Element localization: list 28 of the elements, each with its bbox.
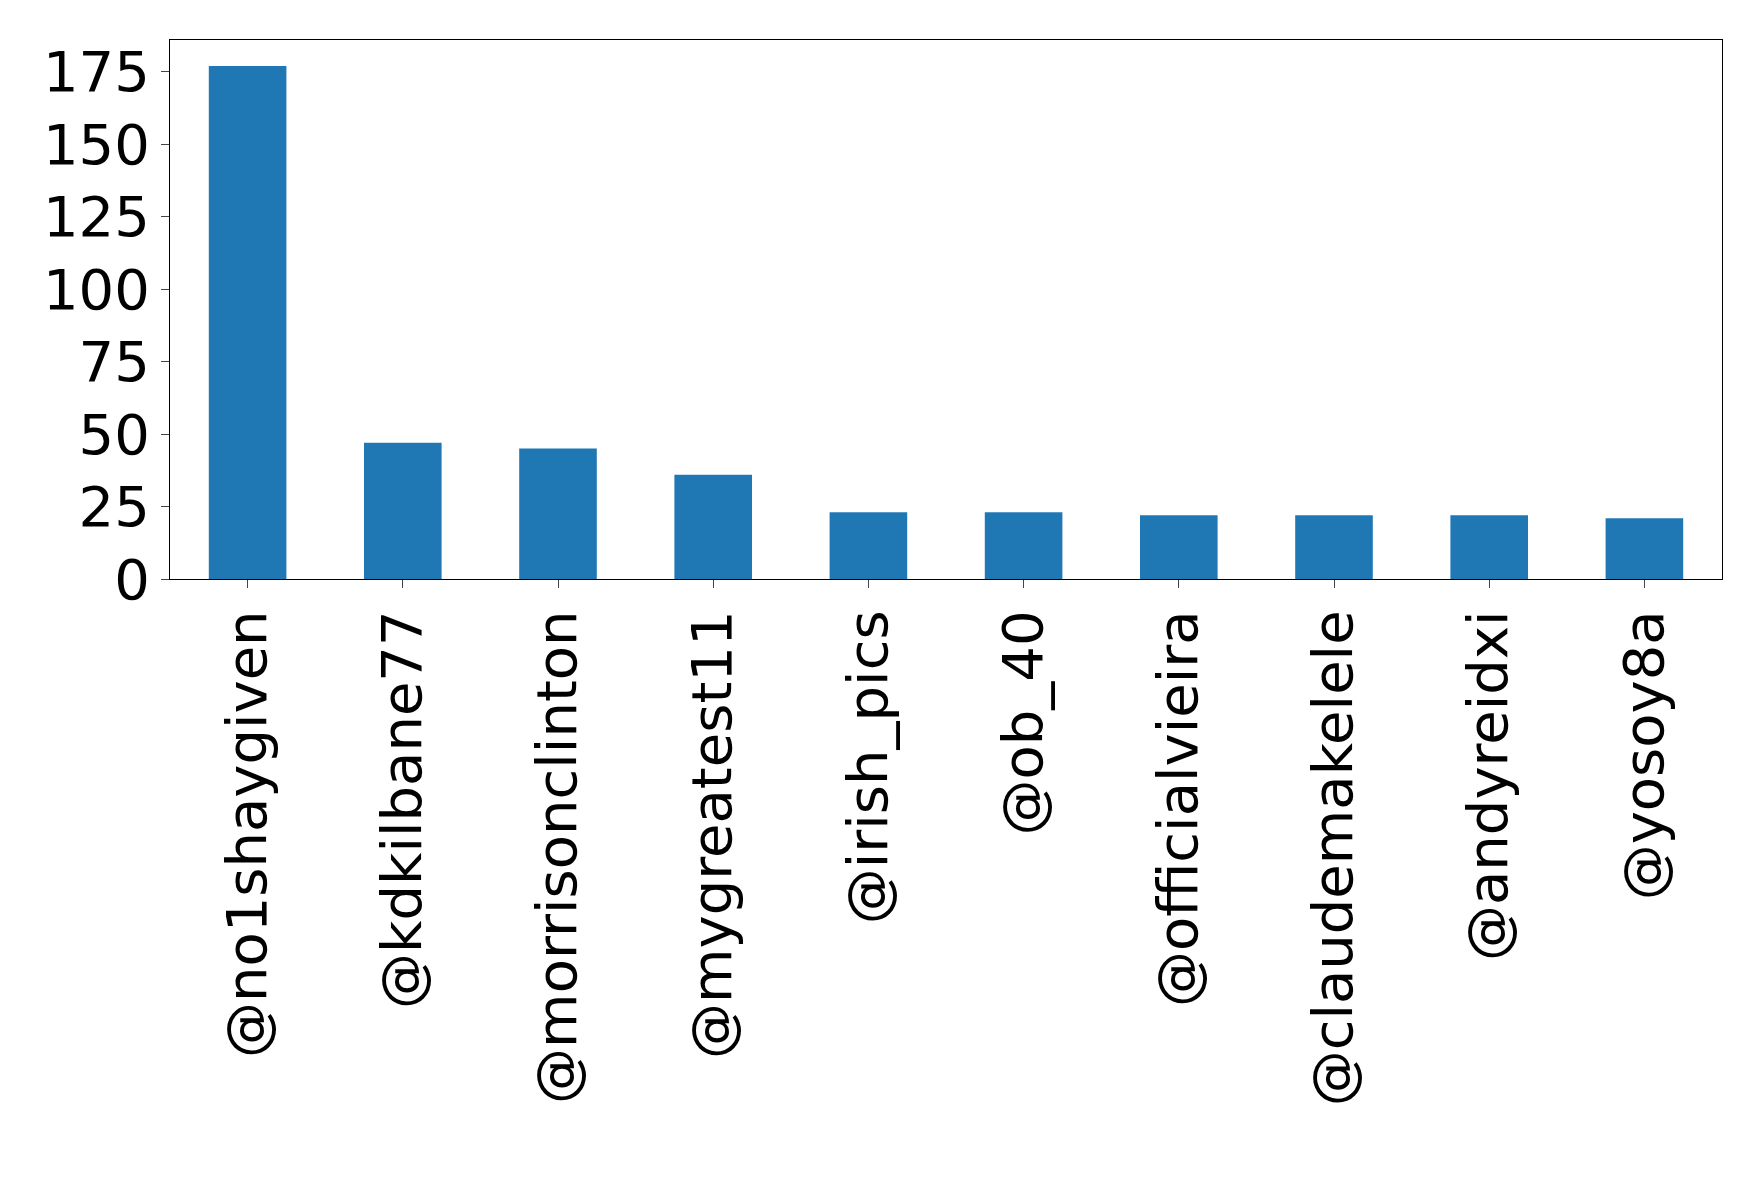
y-tick-label: 50 [78, 401, 150, 467]
y-tick-label: 125 [42, 184, 150, 250]
x-tick-label: @no1shaygiven [213, 610, 279, 1059]
bar [1295, 515, 1373, 579]
bar [364, 442, 442, 579]
bar [519, 448, 597, 579]
bar [1450, 515, 1528, 579]
y-tick-label: 25 [78, 474, 150, 540]
bar [208, 66, 287, 579]
x-tick-label: @yosoy8a [1610, 610, 1676, 901]
x-tick-label: @mygreatest11 [679, 610, 745, 1060]
bar [1140, 515, 1218, 579]
bar [674, 474, 752, 579]
bar [829, 512, 908, 579]
y-tick-label: 175 [42, 39, 150, 105]
x-tick-label: @morrisonclinton [524, 610, 590, 1104]
y-tick-label: 75 [78, 329, 150, 395]
x-tick-label: @andyreidxi [1455, 610, 1521, 961]
x-tick-label: @officialvieira [1145, 610, 1210, 1008]
x-tick-label: @ob_40 [989, 610, 1055, 836]
x-tick-label: @kdkilbane77 [369, 610, 434, 1009]
x-tick-label: @claudemakelele [1300, 610, 1366, 1107]
y-tick-label: 0 [114, 546, 150, 612]
x-tick-label: @irish_pics [834, 610, 900, 925]
bar [984, 512, 1063, 579]
bar [1605, 518, 1684, 579]
y-tick-label: 100 [42, 256, 150, 322]
y-tick-label: 150 [42, 111, 150, 177]
